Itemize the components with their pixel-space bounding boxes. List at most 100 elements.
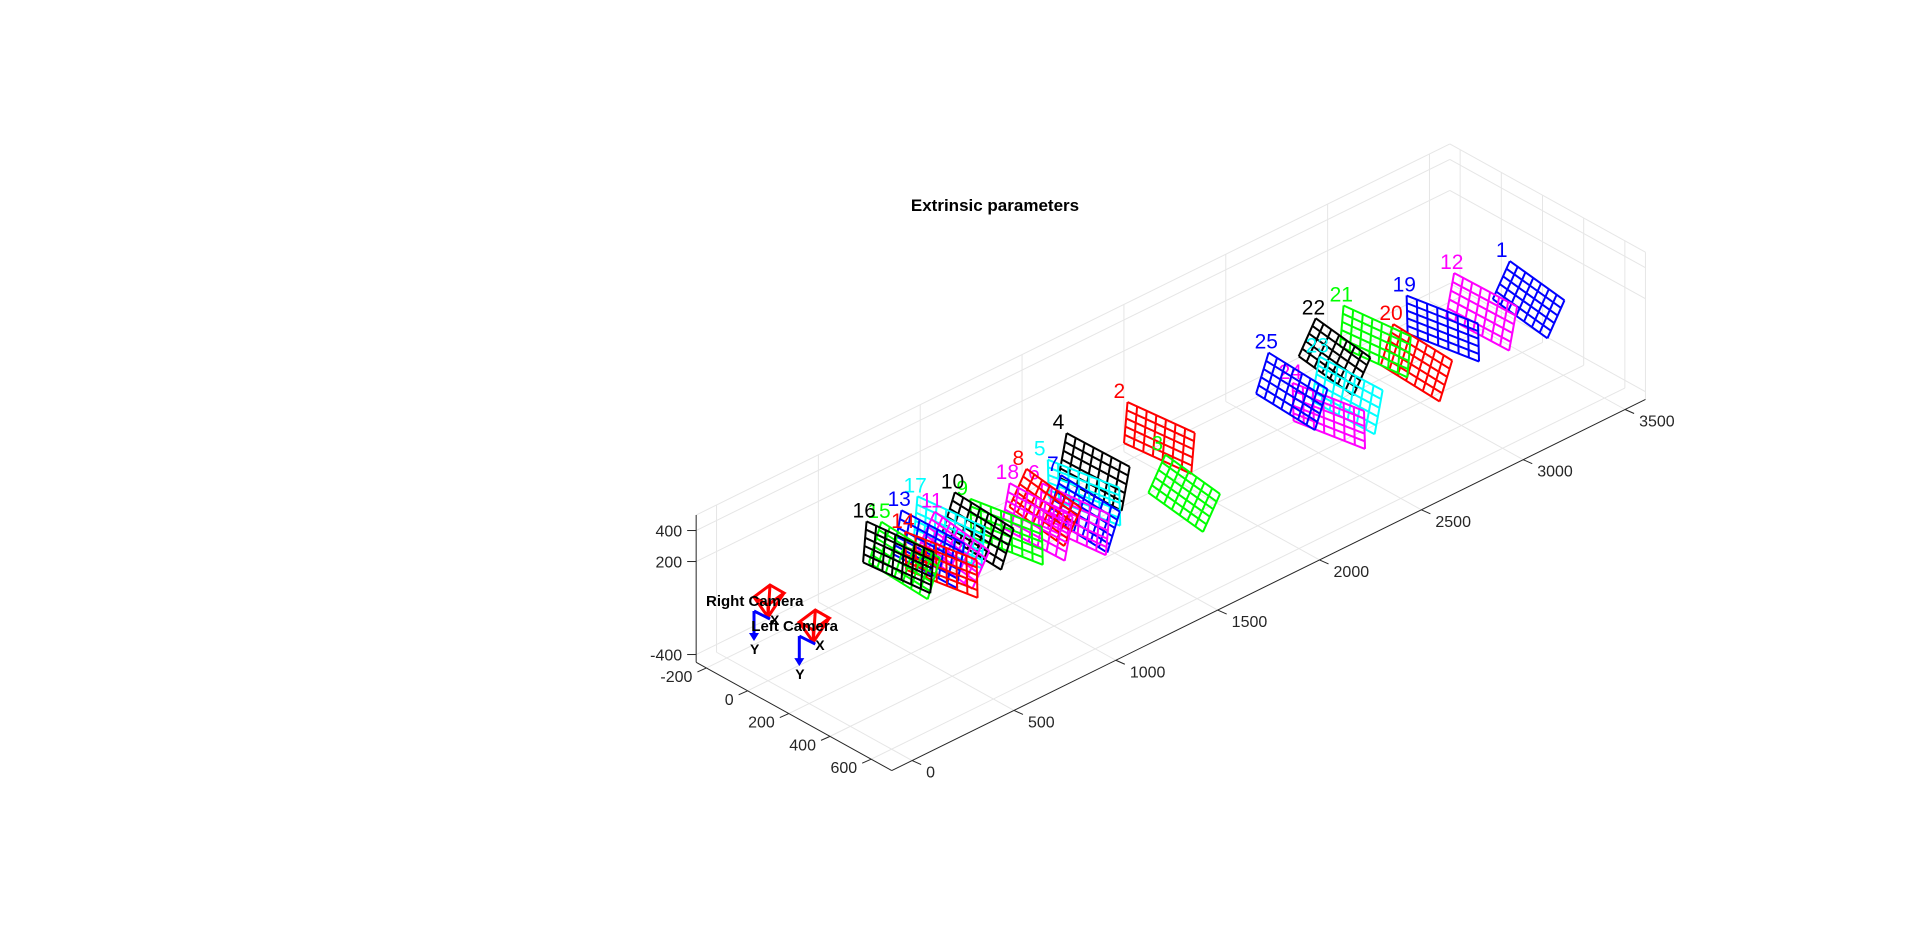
- board-grid-line: [1515, 277, 1535, 317]
- board-grid-line: [1007, 491, 1072, 527]
- board-grid-line: [1194, 487, 1214, 527]
- board-grid-line: [955, 551, 959, 590]
- board-grid-line: [1502, 275, 1559, 317]
- board-grid-line: [1040, 526, 1044, 565]
- board-grid-line: [1292, 381, 1365, 412]
- board-grid-line: [881, 530, 887, 572]
- board-grid-line: [910, 543, 916, 585]
- board-label: 23: [1306, 335, 1329, 358]
- board-grid-line: [1490, 296, 1501, 342]
- board-grid-line: [1036, 502, 1047, 547]
- z-tick-label: 2000: [1334, 564, 1370, 581]
- board-grid-line: [1319, 355, 1384, 392]
- board-grid-line: [1407, 324, 1480, 355]
- board-grid-line: [1430, 354, 1445, 397]
- board-grid-line: [937, 534, 948, 579]
- x-tick-label: -200: [660, 669, 692, 686]
- board-grid-line: [1104, 514, 1111, 556]
- board-grid-line: [1064, 441, 1129, 477]
- board-grid-line: [1263, 368, 1323, 407]
- board-grid-line: [1180, 428, 1187, 470]
- board-grid-line: [1054, 511, 1065, 557]
- x-tick-mark: [820, 735, 831, 741]
- board-grid-line: [1341, 329, 1410, 362]
- board-grid-line: [1126, 409, 1195, 442]
- board-grid-line: [1297, 378, 1312, 420]
- board-grid-line: [1466, 319, 1470, 358]
- board-grid-line: [1339, 305, 1345, 347]
- y-tick-label: -400: [650, 648, 682, 665]
- board-grid-line: [1151, 484, 1207, 526]
- camera: XY Right Camera: [706, 583, 804, 657]
- board-grid-line: [901, 509, 965, 545]
- board-grid-line: [1062, 449, 1127, 486]
- z-tick-mark: [1217, 609, 1227, 615]
- grid-line: [716, 651, 913, 761]
- board-grid-line: [1495, 290, 1552, 332]
- board-grid-line: [1061, 458, 1126, 495]
- z-tick-mark: [1115, 659, 1126, 665]
- board-grid-line: [1355, 380, 1366, 425]
- board-grid-line: [890, 534, 897, 576]
- board-grid-line: [1523, 283, 1542, 322]
- board-grid-line: [949, 497, 965, 539]
- grid-line: [1225, 401, 1422, 511]
- board-grid-line: [1118, 487, 1122, 526]
- board-grid-line: [1328, 366, 1339, 411]
- grid-line: [829, 364, 1584, 737]
- board-grid-line: [1123, 401, 1129, 444]
- arrow-head-icon: [749, 633, 759, 641]
- board-label: 25: [1255, 331, 1278, 354]
- board-grid-line: [970, 505, 1043, 536]
- checkerboard: 4: [1053, 411, 1131, 512]
- camera-frustum-edge: [752, 596, 770, 618]
- board-grid-line: [1027, 497, 1038, 542]
- z-tick-mark: [1421, 509, 1431, 515]
- board-grid-line: [934, 510, 990, 552]
- board-grid-line: [991, 523, 1007, 565]
- camera-x-label: X: [815, 637, 825, 653]
- x-tick-label: 0: [725, 692, 734, 709]
- board-grid-line: [1085, 505, 1092, 547]
- board-grid-line: [1364, 385, 1375, 430]
- grid-line: [747, 319, 1502, 692]
- board-grid-line: [916, 503, 985, 537]
- board-grid-line: [1057, 432, 1068, 478]
- board-grid-line: [1453, 272, 1518, 308]
- board-grid-line: [1406, 336, 1412, 378]
- gridlines: [695, 143, 1646, 761]
- board-grid-line: [1161, 419, 1167, 461]
- board-grid-line: [1415, 299, 1419, 338]
- board-grid-line: [1125, 417, 1194, 451]
- checkerboard: 2: [1114, 380, 1196, 475]
- board-grid-line: [1158, 469, 1214, 510]
- board-grid-line: [1380, 364, 1441, 403]
- z-tick-mark: [1624, 409, 1635, 414]
- z-tick-mark: [1523, 459, 1533, 465]
- board-label: 1: [1496, 239, 1508, 262]
- x-tick-mark: [779, 713, 790, 719]
- board-label: 19: [1393, 274, 1416, 297]
- board-grid-line: [884, 531, 900, 574]
- board-grid-line: [1448, 298, 1513, 334]
- checkerboard: 19: [1393, 274, 1481, 363]
- grid-line: [818, 601, 1015, 711]
- board-grid-line: [1106, 511, 1121, 553]
- board-grid-line: [919, 547, 926, 589]
- board-grid-line: [1005, 499, 1070, 536]
- board-grid-line: [941, 509, 948, 551]
- board-grid-line: [1046, 459, 1050, 498]
- board-grid-line: [1319, 361, 1330, 406]
- board-grid-line: [1038, 515, 1107, 548]
- board-grid-line: [1022, 475, 1079, 517]
- board-grid-line: [905, 553, 978, 584]
- camera-frustum-edge: [798, 621, 815, 643]
- board-grid-line: [1263, 357, 1278, 400]
- board-grid-line: [1341, 320, 1410, 354]
- x-tick-label: 200: [748, 715, 775, 732]
- board-grid-line: [1313, 329, 1333, 368]
- board-grid-line: [1447, 307, 1512, 343]
- board-grid-line: [934, 543, 938, 582]
- board-grid-line: [1343, 304, 1412, 338]
